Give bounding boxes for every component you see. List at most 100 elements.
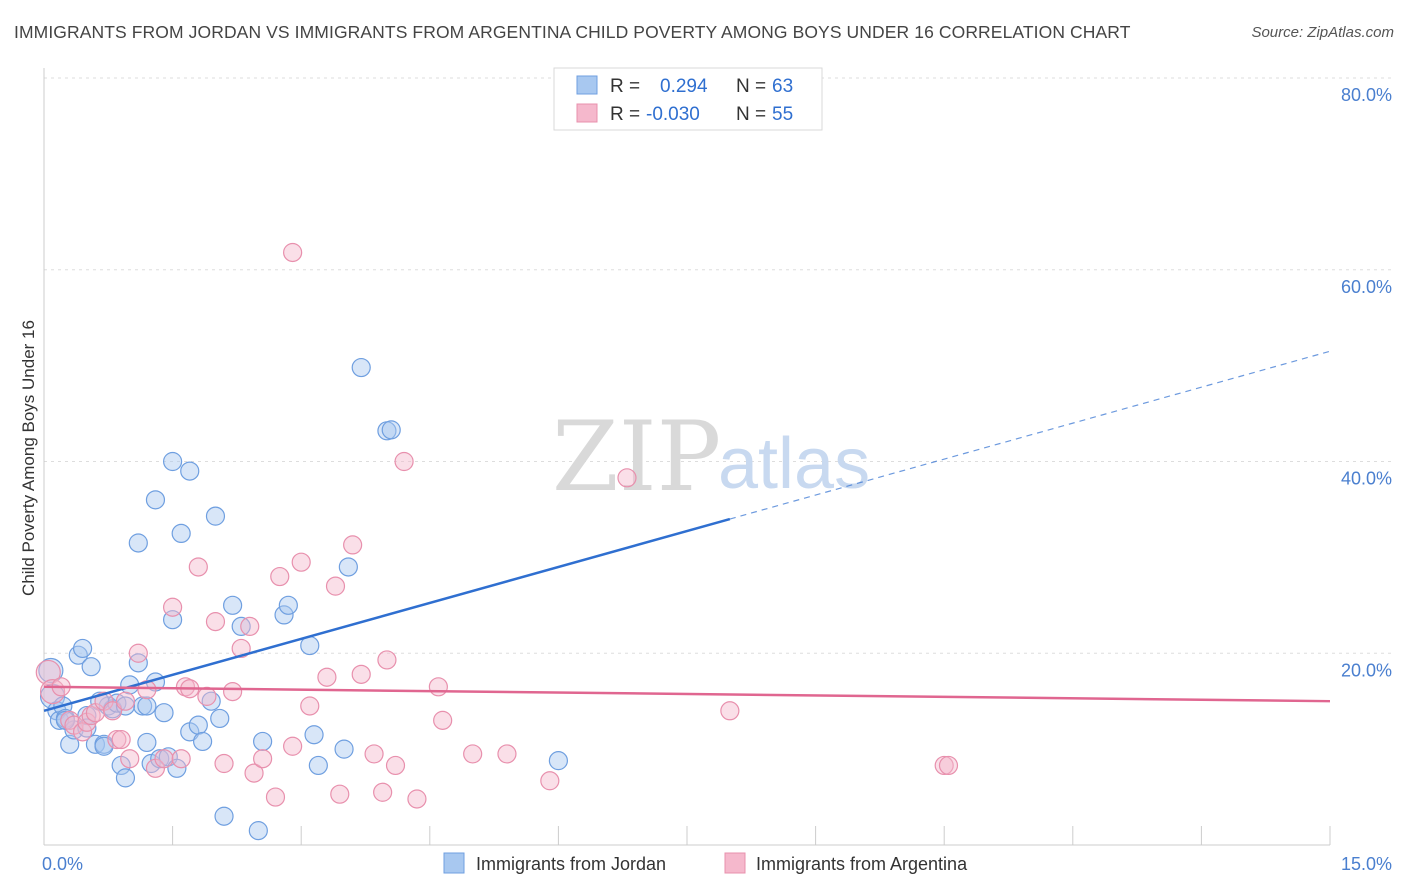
argentina-point-10 bbox=[102, 701, 123, 721]
legend-r-value-jordan: 0.294 bbox=[660, 76, 708, 97]
bottom-legend-label-jordan: Immigrants from Jordan bbox=[476, 854, 666, 874]
legend: R = 0.294 N = 63 R = -0.030 N = 55 bbox=[553, 67, 823, 131]
argentina-point-40 bbox=[343, 535, 363, 555]
jordan-point-18 bbox=[115, 768, 136, 788]
argentina-point-34 bbox=[283, 736, 303, 756]
jordan-point-56 bbox=[548, 751, 569, 771]
argentina-point-50 bbox=[463, 744, 483, 764]
argentina-point-43 bbox=[373, 782, 393, 802]
argentina-point-36 bbox=[300, 696, 320, 716]
jordan-point-39 bbox=[171, 523, 191, 544]
jordan-point-52 bbox=[338, 557, 358, 577]
jordan-point-42 bbox=[223, 595, 243, 615]
argentina-point-16 bbox=[137, 680, 157, 700]
legend-n-value-argentina: 55 bbox=[772, 104, 793, 125]
jordan-point-61 bbox=[115, 696, 136, 716]
argentina-point-33 bbox=[270, 566, 290, 587]
jordan-point-22 bbox=[137, 732, 157, 753]
jordan-point-50 bbox=[308, 755, 328, 776]
bottom-legend-label-argentina: Immigrants from Argentina bbox=[756, 854, 968, 874]
argentina-point-42 bbox=[364, 744, 384, 764]
legend-n-label-argentina: N = bbox=[736, 104, 766, 125]
jordan-point-49 bbox=[304, 725, 324, 745]
argentina-point-14 bbox=[120, 749, 140, 769]
legend-r-label-jordan: R = bbox=[610, 76, 640, 97]
argentina-point-30 bbox=[244, 763, 264, 783]
jordan-point-40 bbox=[180, 461, 200, 481]
argentina-point-0 bbox=[35, 659, 61, 686]
jordan-point-45 bbox=[253, 731, 273, 752]
argentina-point-20 bbox=[171, 749, 191, 769]
jordan-point-36 bbox=[128, 533, 148, 553]
jordan-point-32 bbox=[193, 731, 213, 752]
legend-n-value-jordan: 63 bbox=[772, 76, 793, 97]
argentina-point-27 bbox=[223, 681, 243, 702]
bottom-legend-swatch-argentina bbox=[724, 852, 746, 874]
legend-swatch-jordan bbox=[576, 75, 598, 95]
jordan-point-6 bbox=[60, 734, 80, 754]
source-label: Source: ZipAtlas.com bbox=[1251, 24, 1394, 41]
legend-swatch-argentina bbox=[576, 103, 598, 123]
jordan-point-38 bbox=[163, 451, 183, 472]
argentina-point-19 bbox=[163, 597, 183, 617]
argentina-point-11 bbox=[107, 729, 127, 750]
bottom-legend-swatch-jordan bbox=[443, 852, 465, 874]
jordan-point-31 bbox=[188, 715, 208, 735]
jordan-point-35 bbox=[214, 806, 234, 826]
argentina-point-49 bbox=[433, 710, 453, 730]
argentina-point-44 bbox=[377, 650, 397, 670]
jordan-point-34 bbox=[210, 708, 230, 729]
argentina-point-41 bbox=[351, 664, 371, 684]
y-tick-label-1: 40.0% bbox=[1341, 469, 1392, 489]
jordan-trend-line bbox=[43, 517, 731, 712]
legend-r-value-argentina: -0.030 bbox=[646, 104, 700, 125]
series-argentina-points bbox=[35, 242, 959, 809]
argentina-point-26 bbox=[214, 753, 234, 774]
argentina-point-53 bbox=[617, 468, 637, 488]
argentina-point-5 bbox=[72, 722, 93, 742]
chart-title: IMMIGRANTS FROM JORDAN VS IMMIGRANTS FRO… bbox=[14, 22, 1131, 42]
argentina-point-47 bbox=[407, 789, 427, 809]
jordan-point-47 bbox=[278, 595, 298, 615]
jordan-trend-extension bbox=[729, 350, 1331, 520]
argentina-point-48 bbox=[428, 677, 448, 697]
argentina-point-54 bbox=[720, 701, 740, 721]
tick-labels: 20.0% 40.0% 60.0% 80.0% 0.0% 15.0% bbox=[42, 85, 1392, 874]
argentina-point-31 bbox=[253, 749, 273, 769]
argentina-point-46 bbox=[394, 451, 414, 472]
argentina-point-32 bbox=[265, 787, 286, 807]
argentina-point-18 bbox=[154, 749, 174, 769]
jordan-point-37 bbox=[145, 490, 166, 510]
y-tick-label-0: 20.0% bbox=[1341, 660, 1392, 680]
argentina-point-25 bbox=[205, 612, 226, 632]
argentina-point-23 bbox=[188, 557, 208, 577]
jordan-point-29 bbox=[167, 758, 187, 778]
argentina-point-38 bbox=[325, 576, 346, 596]
jordan-point-53 bbox=[351, 357, 371, 378]
legend-box bbox=[553, 67, 823, 131]
argentina-point-35 bbox=[291, 552, 311, 572]
argentina-point-57 bbox=[283, 242, 303, 263]
argentina-point-39 bbox=[330, 784, 350, 804]
argentina-point-12 bbox=[111, 729, 131, 750]
bottom-legend: Immigrants from Jordan Immigrants from A… bbox=[443, 852, 968, 874]
argentina-point-13 bbox=[115, 691, 136, 711]
jordan-point-9 bbox=[72, 638, 93, 659]
trend-lines bbox=[43, 350, 1331, 712]
argentina-point-55 bbox=[934, 755, 954, 776]
jordan-point-51 bbox=[334, 739, 354, 759]
argentina-point-28 bbox=[231, 638, 251, 659]
axes bbox=[43, 68, 1331, 846]
x-tick-label-1: 15.0% bbox=[1341, 854, 1392, 874]
watermark-zip: ZIP bbox=[552, 401, 721, 513]
jordan-point-55 bbox=[381, 420, 401, 440]
grid-lines bbox=[44, 77, 1392, 654]
watermark-atlas: atlas bbox=[718, 424, 870, 504]
argentina-point-24 bbox=[197, 686, 217, 706]
jordan-point-41 bbox=[205, 506, 226, 526]
jordan-point-44 bbox=[248, 821, 268, 841]
argentina-point-56 bbox=[938, 755, 959, 776]
jordan-point-11 bbox=[81, 657, 101, 677]
argentina-point-29 bbox=[240, 616, 260, 637]
y-tick-label-3: 80.0% bbox=[1341, 85, 1392, 105]
